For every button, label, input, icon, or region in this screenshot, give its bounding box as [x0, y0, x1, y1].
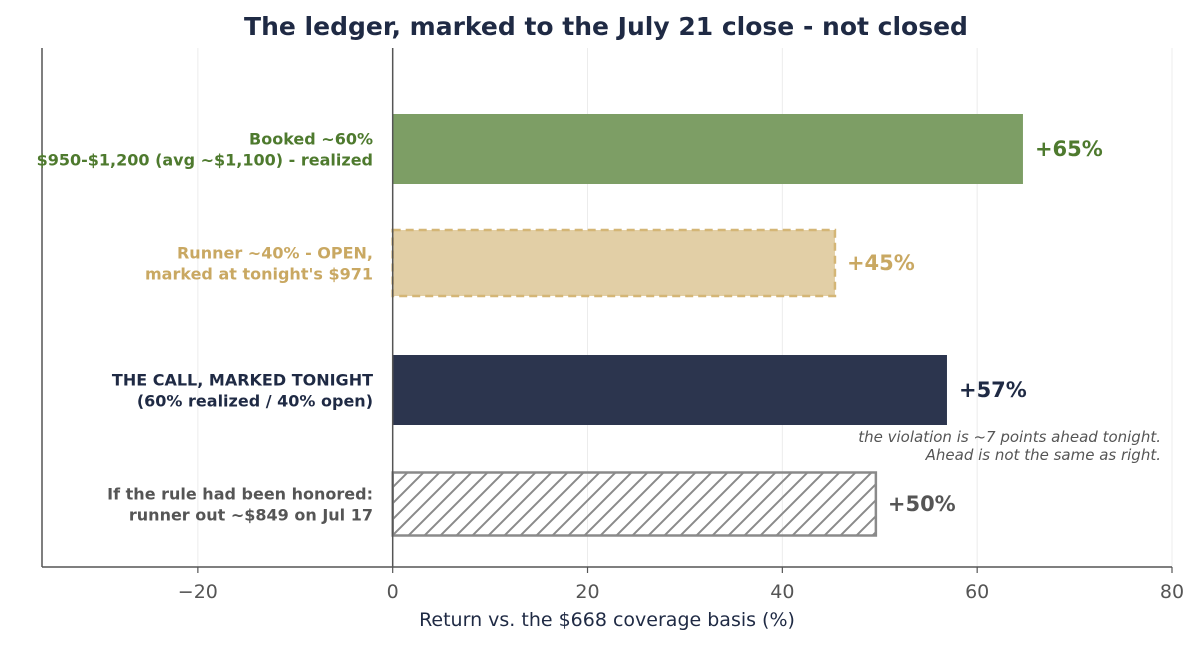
category-labels: Booked ~60% $950-$1,200 (avg ~$1,100) - r… — [37, 130, 374, 525]
annotation-line: the violation is ~7 points ahead tonight… — [858, 428, 1161, 446]
x-tick-label: 80 — [1160, 581, 1184, 603]
x-tick-label: 60 — [965, 581, 989, 603]
value-label: +45% — [847, 251, 915, 275]
x-tick-labels: −20 0 20 40 60 80 — [178, 581, 1184, 603]
value-label: +57% — [959, 378, 1027, 402]
category-label: runner out ~$849 on Jul 17 — [129, 506, 373, 525]
bar — [391, 471, 878, 537]
axes — [41, 48, 1173, 573]
category-label: THE CALL, MARKED TONIGHT — [112, 371, 373, 390]
value-label: +50% — [888, 492, 956, 516]
bar — [392, 114, 1023, 184]
x-tick-label: 20 — [575, 581, 599, 603]
annotation: the violation is ~7 points ahead tonight… — [858, 428, 1161, 464]
category-label: $950-$1,200 (avg ~$1,100) - realized — [37, 151, 373, 170]
annotation-line: Ahead is not the same as right. — [925, 446, 1161, 464]
category-label: marked at tonight's $971 — [145, 265, 373, 284]
category-label: Runner ~40% - OPEN, — [177, 244, 373, 263]
value-label: +65% — [1035, 137, 1103, 161]
category-label: (60% realized / 40% open) — [137, 392, 373, 411]
chart-title: The ledger, marked to the July 21 close … — [244, 12, 968, 41]
bar-group — [391, 114, 1023, 537]
x-axis-label: Return vs. the $668 coverage basis (%) — [419, 609, 795, 631]
value-labels: +65% +45% +57% +50% — [847, 137, 1103, 516]
category-label: If the rule had been honored: — [107, 485, 373, 504]
x-tick-label: 40 — [770, 581, 794, 603]
x-tick-label: 0 — [387, 581, 399, 603]
x-tick-label: −20 — [178, 581, 218, 603]
category-label: Booked ~60% — [249, 130, 373, 149]
bar — [392, 355, 947, 425]
bar — [391, 228, 837, 298]
